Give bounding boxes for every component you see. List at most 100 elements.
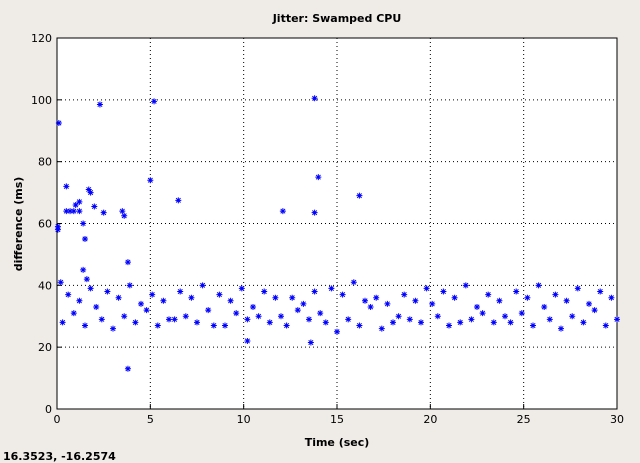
- point: [154, 322, 161, 329]
- x-tick-label: 30: [610, 413, 624, 426]
- point: [124, 365, 131, 372]
- point: [59, 319, 66, 326]
- point: [434, 313, 441, 320]
- point: [474, 303, 480, 310]
- point: [147, 177, 154, 184]
- point: [175, 197, 182, 204]
- point: [266, 319, 273, 326]
- point: [580, 319, 587, 326]
- point: [563, 297, 570, 304]
- point: [356, 322, 363, 329]
- y-tick-label: 120: [31, 32, 52, 45]
- point: [55, 120, 62, 127]
- point: [278, 313, 284, 320]
- point: [244, 316, 251, 323]
- x-tick-label: 0: [54, 413, 61, 426]
- point: [283, 322, 290, 329]
- point: [334, 328, 340, 335]
- point: [96, 101, 103, 108]
- point: [440, 288, 447, 295]
- point: [98, 316, 105, 323]
- point: [119, 208, 126, 215]
- y-axis-label: difference (ms): [12, 177, 25, 272]
- point: [558, 325, 564, 332]
- point: [356, 192, 363, 199]
- point: [307, 339, 314, 346]
- y-tick-label: 40: [38, 279, 52, 292]
- point: [227, 297, 234, 304]
- point: [614, 316, 620, 323]
- chart-title: Jitter: Swamped CPU: [272, 12, 402, 25]
- point: [546, 316, 553, 323]
- point: [279, 208, 286, 215]
- y-tick-label: 100: [31, 94, 52, 107]
- point: [182, 313, 189, 320]
- point: [524, 294, 531, 301]
- point: [552, 291, 559, 298]
- status-text: 16.3523, -16.2574: [3, 450, 116, 463]
- point: [300, 300, 307, 307]
- point: [378, 325, 385, 332]
- point: [100, 209, 107, 216]
- point: [233, 310, 240, 317]
- point: [82, 322, 88, 329]
- point: [367, 303, 374, 310]
- point: [446, 322, 452, 329]
- point: [485, 291, 492, 298]
- point: [317, 310, 324, 317]
- point: [322, 319, 329, 326]
- point: [54, 226, 61, 233]
- point: [87, 285, 94, 292]
- point: [261, 288, 268, 295]
- point: [328, 285, 335, 292]
- point: [138, 300, 144, 307]
- point: [70, 310, 77, 317]
- point: [518, 310, 525, 317]
- point: [311, 95, 318, 102]
- x-tick-label: 20: [423, 413, 437, 426]
- point: [149, 291, 156, 298]
- point: [513, 288, 520, 295]
- point: [294, 307, 301, 314]
- point: [63, 208, 70, 215]
- point: [87, 189, 94, 196]
- point: [479, 310, 486, 317]
- x-axis-label: Time (sec): [305, 436, 370, 449]
- point: [115, 294, 122, 301]
- point: [412, 297, 419, 304]
- point: [63, 183, 70, 190]
- point: [462, 282, 469, 289]
- point: [390, 319, 396, 326]
- point: [171, 316, 178, 323]
- point: [362, 297, 368, 304]
- point: [401, 291, 408, 298]
- point: [83, 276, 90, 283]
- x-tick-label: 15: [330, 413, 344, 426]
- point: [143, 307, 150, 314]
- point: [502, 313, 508, 320]
- point: [315, 174, 322, 181]
- point: [339, 291, 346, 298]
- point: [574, 285, 581, 292]
- point: [608, 294, 615, 301]
- point: [306, 316, 312, 323]
- point: [418, 319, 424, 326]
- point: [468, 316, 475, 323]
- point: [496, 297, 503, 304]
- point: [121, 212, 128, 219]
- point: [65, 291, 72, 298]
- y-tick-label: 60: [38, 218, 52, 231]
- point: [238, 285, 245, 292]
- point: [76, 198, 83, 205]
- point: [72, 201, 79, 208]
- point: [76, 208, 83, 215]
- x-tick-label: 5: [147, 413, 154, 426]
- point: [350, 279, 357, 286]
- y-tick-label: 80: [38, 156, 52, 169]
- point: [311, 209, 318, 216]
- point: [373, 294, 380, 301]
- point: [569, 313, 576, 320]
- point: [70, 208, 77, 215]
- point: [586, 300, 592, 307]
